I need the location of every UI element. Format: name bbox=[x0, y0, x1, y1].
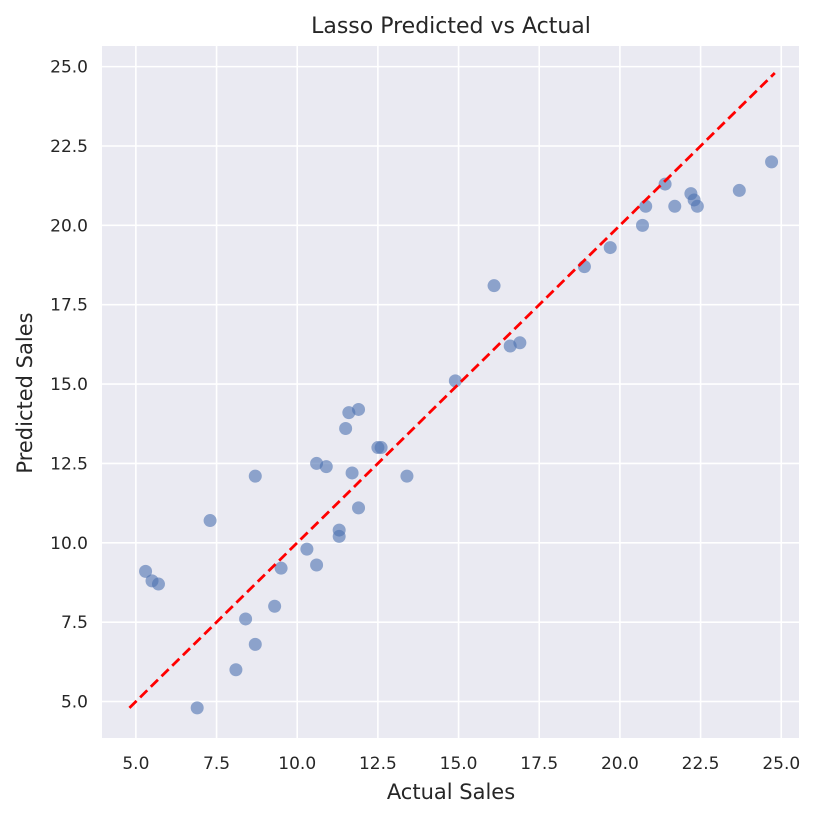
data-point bbox=[190, 701, 204, 715]
data-point bbox=[765, 155, 779, 169]
x-tick-label: 20.0 bbox=[601, 754, 639, 774]
data-point bbox=[203, 514, 217, 528]
data-point bbox=[668, 199, 682, 213]
data-point bbox=[274, 561, 288, 575]
x-axis-label: Actual Sales bbox=[387, 780, 515, 804]
x-axis-ticks: 5.0 7.5 10.0 12.5 15.0 17.5 20.0 22.5 25.0 bbox=[122, 754, 800, 774]
data-point bbox=[229, 663, 243, 677]
y-tick-label: 17.5 bbox=[50, 296, 88, 316]
data-point bbox=[319, 460, 333, 474]
x-tick-label: 7.5 bbox=[203, 754, 230, 774]
y-tick-label: 20.0 bbox=[50, 216, 88, 236]
y-tick-label: 5.0 bbox=[61, 692, 88, 712]
x-tick-label: 17.5 bbox=[520, 754, 558, 774]
y-tick-label: 22.5 bbox=[50, 137, 88, 157]
data-point bbox=[339, 422, 353, 436]
data-point bbox=[690, 199, 704, 213]
data-point bbox=[300, 542, 314, 556]
data-point bbox=[139, 564, 153, 578]
data-point bbox=[352, 501, 366, 515]
x-tick-label: 22.5 bbox=[682, 754, 720, 774]
reference-line bbox=[128, 71, 776, 709]
data-point bbox=[639, 199, 653, 213]
data-point bbox=[345, 466, 359, 480]
y-tick-label: 15.0 bbox=[50, 375, 88, 395]
data-point bbox=[732, 183, 746, 197]
data-point bbox=[310, 558, 324, 572]
y-tick-label: 12.5 bbox=[50, 454, 88, 474]
data-point bbox=[352, 402, 366, 416]
x-tick-label: 15.0 bbox=[440, 754, 478, 774]
data-point bbox=[248, 637, 262, 651]
data-point bbox=[268, 599, 282, 613]
data-points bbox=[139, 155, 779, 715]
y-tick-label: 7.5 bbox=[61, 613, 88, 633]
x-tick-label: 12.5 bbox=[359, 754, 397, 774]
data-point bbox=[448, 374, 462, 388]
y-axis-ticks: 5.0 7.5 10.0 12.5 15.0 17.5 20.0 22.5 25.0 bbox=[50, 58, 88, 713]
data-point bbox=[513, 336, 527, 350]
data-point bbox=[487, 279, 501, 293]
data-point bbox=[151, 577, 165, 591]
data-point bbox=[248, 469, 262, 483]
chart-title: Lasso Predicted vs Actual bbox=[311, 14, 591, 39]
data-point bbox=[374, 441, 388, 455]
y-tick-label: 25.0 bbox=[50, 58, 88, 78]
data-point bbox=[603, 241, 617, 255]
y-tick-label: 10.0 bbox=[50, 534, 88, 554]
x-tick-label: 10.0 bbox=[278, 754, 316, 774]
x-tick-label: 5.0 bbox=[122, 754, 149, 774]
data-point bbox=[239, 612, 253, 626]
y-axis-label: Predicted Sales bbox=[13, 312, 37, 473]
data-point bbox=[332, 523, 346, 537]
data-point bbox=[658, 177, 672, 191]
data-point bbox=[400, 469, 414, 483]
data-point bbox=[635, 218, 649, 232]
x-tick-label: 25.0 bbox=[762, 754, 800, 774]
